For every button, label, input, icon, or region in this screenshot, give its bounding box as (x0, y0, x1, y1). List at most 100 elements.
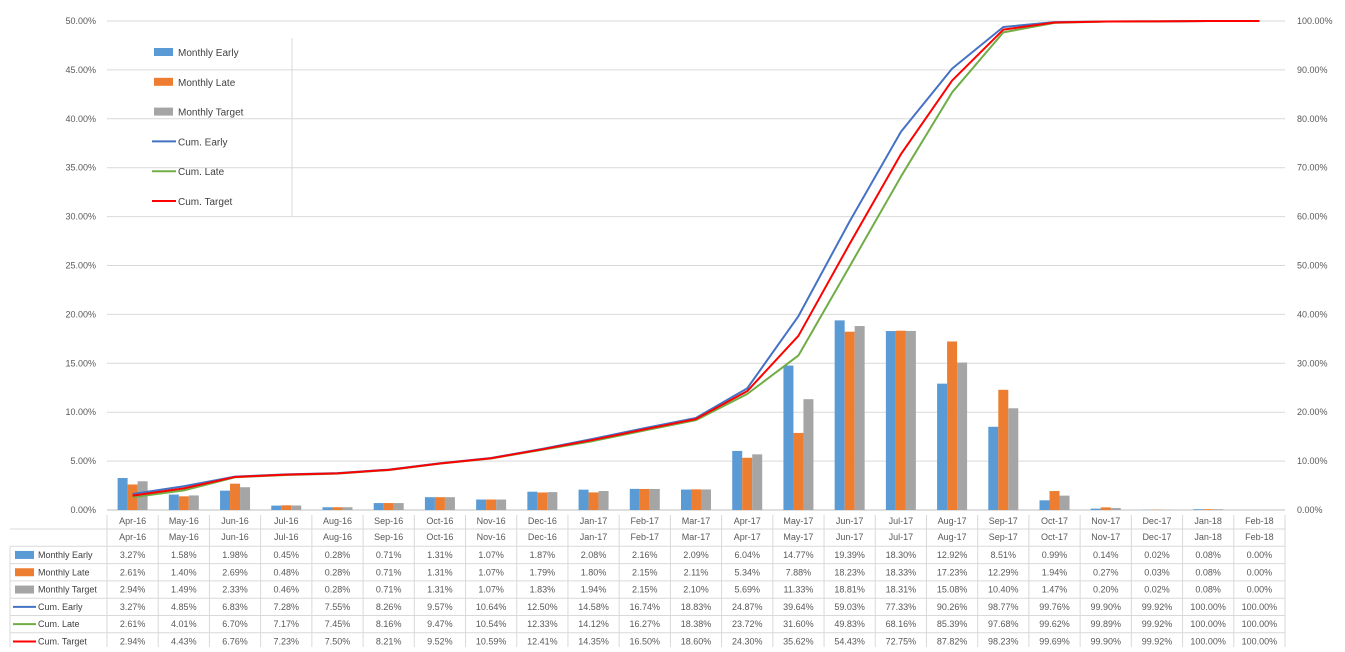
bar-monthly-late (947, 341, 957, 510)
y-right-tick-label: 60.00% (1297, 212, 1328, 222)
bar-monthly-early (1091, 509, 1101, 510)
bar-monthly-early (732, 451, 742, 510)
table-cell: 2.33% (222, 585, 248, 595)
y-left-tick-label: 0.00% (70, 505, 96, 515)
y-left-tick-label: 45.00% (65, 65, 96, 75)
bar-monthly-target (394, 503, 404, 510)
table-cell: 99.92% (1142, 619, 1173, 629)
table-cell: 0.71% (376, 550, 402, 560)
table-cell: 1.49% (171, 585, 197, 595)
table-cell: 18.33% (886, 567, 917, 577)
table-cell: 99.92% (1142, 636, 1173, 646)
table-cell: 54.43% (834, 636, 865, 646)
table-row-swatch (15, 568, 34, 576)
table-cell: 18.38% (681, 619, 712, 629)
table-cell: 1.07% (478, 585, 504, 595)
table-cell: 99.69% (1039, 636, 1070, 646)
table-cell: 4.43% (171, 636, 197, 646)
table-cell: 2.61% (120, 619, 146, 629)
table-cell: 6.83% (222, 602, 248, 612)
table-cell: 5.69% (734, 585, 760, 595)
x-tick-label: Feb-18 (1245, 516, 1274, 526)
x-tick-label: Dec-16 (528, 516, 557, 526)
table-header-cell: Aug-17 (938, 532, 967, 542)
table-cell: 1.94% (581, 585, 607, 595)
table-cell: 0.20% (1093, 585, 1119, 595)
x-tick-label: Jan-17 (580, 516, 608, 526)
legend-label: Cum. Target (178, 197, 233, 208)
table-cell: 10.40% (988, 585, 1019, 595)
table-cell: 2.94% (120, 636, 146, 646)
table-header-cell: Nov-16 (477, 532, 506, 542)
table-row-swatch (15, 551, 34, 559)
bar-monthly-early (169, 495, 179, 510)
table-row-label: Monthly Early (38, 550, 93, 560)
table-cell: 85.39% (937, 619, 968, 629)
table-cell: 97.68% (988, 619, 1019, 629)
table-cell: 7.23% (273, 636, 299, 646)
table-cell: 49.83% (834, 619, 865, 629)
table-header-cell: Jun-17 (836, 532, 864, 542)
x-tick-label: Jan-18 (1194, 516, 1222, 526)
table-cell: 0.00% (1247, 550, 1273, 560)
table-cell: 99.62% (1039, 619, 1070, 629)
table-cell: 16.27% (630, 619, 661, 629)
table-cell: 10.64% (476, 602, 507, 612)
table-cell: 2.94% (120, 585, 146, 595)
y-left-tick-label: 35.00% (65, 163, 96, 173)
table-cell: 1.80% (581, 567, 607, 577)
bar-monthly-late (1101, 507, 1111, 510)
bar-monthly-target (1008, 408, 1018, 510)
table-header-cell: Jul-16 (274, 532, 299, 542)
table-cell: 7.55% (325, 602, 351, 612)
bar-monthly-late (230, 484, 240, 510)
table-cell: 5.34% (734, 567, 760, 577)
bar-monthly-target (1111, 508, 1121, 510)
x-tick-label: Feb-17 (631, 516, 660, 526)
table-cell: 0.99% (1042, 550, 1068, 560)
table-header-cell: Sep-16 (374, 532, 403, 542)
table-cell: 2.10% (683, 585, 709, 595)
table-cell: 99.92% (1142, 602, 1173, 612)
table-row-label: Monthly Late (38, 567, 90, 577)
bar-monthly-late (998, 390, 1008, 510)
bar-monthly-early (835, 320, 845, 510)
table-cell: 99.76% (1039, 602, 1070, 612)
table-cell: 6.04% (734, 550, 760, 560)
bar-monthly-early (1193, 509, 1203, 510)
table-cell: 87.82% (937, 636, 968, 646)
table-cell: 100.00% (1242, 636, 1278, 646)
table-cell: 14.12% (578, 619, 609, 629)
table-cell: 1.31% (427, 585, 453, 595)
legend-label: Cum. Early (178, 137, 227, 148)
y-right-tick-label: 100.00% (1297, 16, 1333, 26)
table-cell: 0.46% (273, 585, 299, 595)
legend-label: Monthly Late (178, 78, 236, 89)
bar-monthly-early (988, 427, 998, 510)
table-cell: 18.81% (834, 585, 865, 595)
x-tick-label: Apr-17 (734, 516, 761, 526)
table-cell: 0.02% (1144, 550, 1170, 560)
bar-monthly-late (435, 497, 445, 510)
table-cell: 3.27% (120, 550, 146, 560)
legend-label: Monthly Early (178, 48, 239, 59)
table-cell: 18.60% (681, 636, 712, 646)
table-cell: 0.28% (325, 585, 351, 595)
table-cell: 0.28% (325, 550, 351, 560)
bar-monthly-early (630, 489, 640, 510)
table-cell: 72.75% (886, 636, 917, 646)
bar-monthly-target (906, 331, 916, 510)
table-header-cell: Jun-16 (221, 532, 249, 542)
table-cell: 100.00% (1190, 619, 1226, 629)
table-cell: 8.26% (376, 602, 402, 612)
bar-monthly-target (496, 500, 506, 510)
bar-monthly-target (650, 489, 660, 510)
bar-monthly-late (1050, 491, 1060, 510)
bar-monthly-early (579, 490, 589, 510)
table-cell: 99.89% (1090, 619, 1121, 629)
y-right-tick-label: 10.00% (1297, 456, 1328, 466)
table-cell: 12.41% (527, 636, 558, 646)
table-cell: 8.51% (991, 550, 1017, 560)
bar-monthly-early (118, 478, 128, 510)
